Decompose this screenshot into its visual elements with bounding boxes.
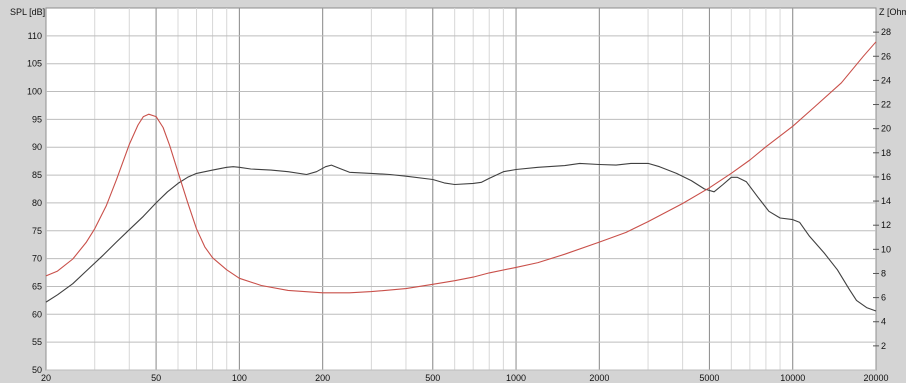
y-left-tick-label: 60	[32, 309, 42, 319]
y-right-tick-label: 18	[881, 148, 891, 158]
left-axis-label: SPL [dB]	[10, 7, 45, 17]
x-tick-label: 5000	[699, 373, 719, 383]
x-tick-label: 500	[425, 373, 440, 383]
y-left-tick-label: 85	[32, 170, 42, 180]
y-left-tick-label: 100	[27, 87, 42, 97]
y-right-tick-label: 8	[881, 268, 886, 278]
y-right-tick-label: 22	[881, 100, 891, 110]
y-right-tick-label: 12	[881, 220, 891, 230]
y-right-tick-label: 26	[881, 51, 891, 61]
x-tick-label: 20	[41, 373, 51, 383]
x-tick-label: 100	[232, 373, 247, 383]
y-left-tick-label: 65	[32, 281, 42, 291]
y-left-tick-label: 70	[32, 254, 42, 264]
series-layer	[45, 41, 877, 312]
series-spl-line	[45, 162, 877, 312]
y-left-tick-label: 105	[27, 59, 42, 69]
y-right-tick-label: 28	[881, 27, 891, 37]
y-right-tick-label: 16	[881, 172, 891, 182]
y-right-tick-label: 14	[881, 196, 891, 206]
y-left-tick-label: 75	[32, 226, 42, 236]
y-right-tick-label: 20	[881, 124, 891, 134]
y-left-tick-label: 55	[32, 337, 42, 347]
series-impedance-line	[45, 41, 877, 294]
x-tick-label: 2000	[589, 373, 609, 383]
y-right-tick-label: 2	[881, 341, 886, 351]
x-tick-label: 20000	[863, 373, 888, 383]
grid-major	[45, 8, 877, 371]
y-left-tick-label: 80	[32, 198, 42, 208]
tick-labels: 20 50 100 200 500 1000 2000 5000 10000 2000050556…	[27, 27, 891, 383]
y-left-tick-label: 90	[32, 142, 42, 152]
x-tick-label: 50	[151, 373, 161, 383]
y-right-tick-label: 6	[881, 293, 886, 303]
x-tick-label: 1000	[506, 373, 526, 383]
plot-area	[45, 7, 877, 371]
y-left-tick-label: 110	[28, 31, 42, 41]
x-tick-label: 200	[315, 373, 330, 383]
y-right-tick-label: 4	[881, 317, 886, 327]
y-left-tick-label: 50	[32, 365, 42, 375]
y-left-tick-label: 95	[32, 114, 42, 124]
y-right-tick-label: 10	[881, 244, 891, 254]
x-tick-label: 10000	[780, 373, 805, 383]
right-axis-label: Z [Ohm]	[879, 7, 906, 17]
y-right-tick-label: 24	[881, 75, 891, 85]
